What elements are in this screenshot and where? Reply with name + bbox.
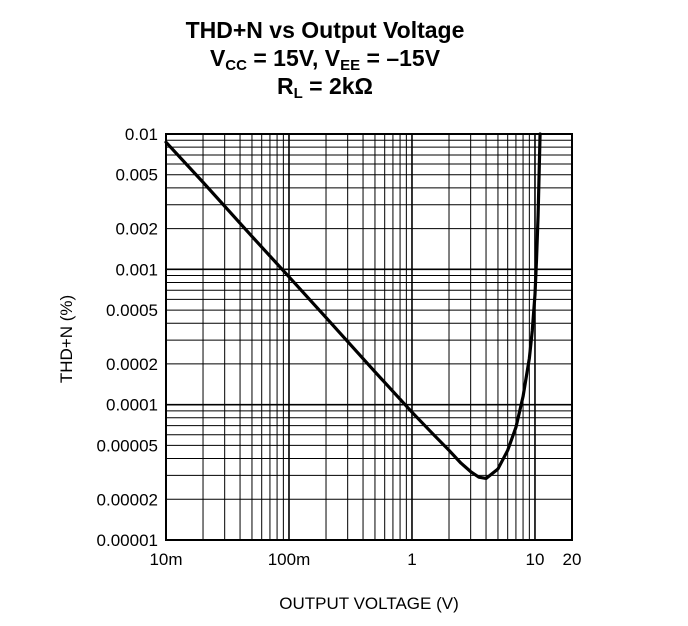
y-tick-label: 0.002 bbox=[115, 220, 158, 239]
y-tick-label: 0.0001 bbox=[106, 396, 158, 415]
x-tick-label: 10 bbox=[526, 550, 545, 569]
major-gridlines bbox=[165, 133, 572, 541]
y-tick-label: 0.0002 bbox=[106, 355, 158, 374]
plot-frame bbox=[165, 133, 573, 541]
x-tick-labels: 10m 100m 1 10 20 bbox=[149, 550, 581, 569]
y-axis-label: THD+N (%) bbox=[57, 295, 76, 383]
y-tick-label: 0.0005 bbox=[106, 301, 158, 320]
chart-title-line-3: RL = 2kΩ bbox=[276, 73, 374, 102]
y-tick-labels: 0.01 0.005 0.002 0.001 0.0005 0.0002 0.0001 0.0… bbox=[97, 125, 158, 550]
y-tick-label: 0.001 bbox=[115, 260, 158, 279]
chart-title: THD+N vs Output Voltage VCC = 15V, VEE =… bbox=[90, 16, 560, 102]
series-layer bbox=[164, 132, 542, 481]
x-tick-label: 100m bbox=[268, 550, 311, 569]
chart-title-line-1: THD+N vs Output Voltage bbox=[185, 17, 465, 43]
x-tick-label: 1 bbox=[407, 550, 416, 569]
x-tick-label: 20 bbox=[563, 550, 582, 569]
x-axis-label: OUTPUT VOLTAGE (V) bbox=[279, 594, 458, 613]
y-tick-label: 0.005 bbox=[115, 166, 158, 185]
y-tick-label: 0.01 bbox=[125, 125, 158, 144]
y-tick-label: 0.00002 bbox=[97, 490, 158, 509]
x-tick-label: 10m bbox=[149, 550, 182, 569]
series-line-1 bbox=[164, 132, 542, 481]
minor-gridlines bbox=[166, 134, 573, 540]
y-tick-label: 0.00001 bbox=[97, 531, 158, 550]
y-tick-label: 0.00005 bbox=[97, 436, 158, 455]
chart-title-line-2: VCC = 15V, VEE = –15V bbox=[209, 45, 441, 74]
